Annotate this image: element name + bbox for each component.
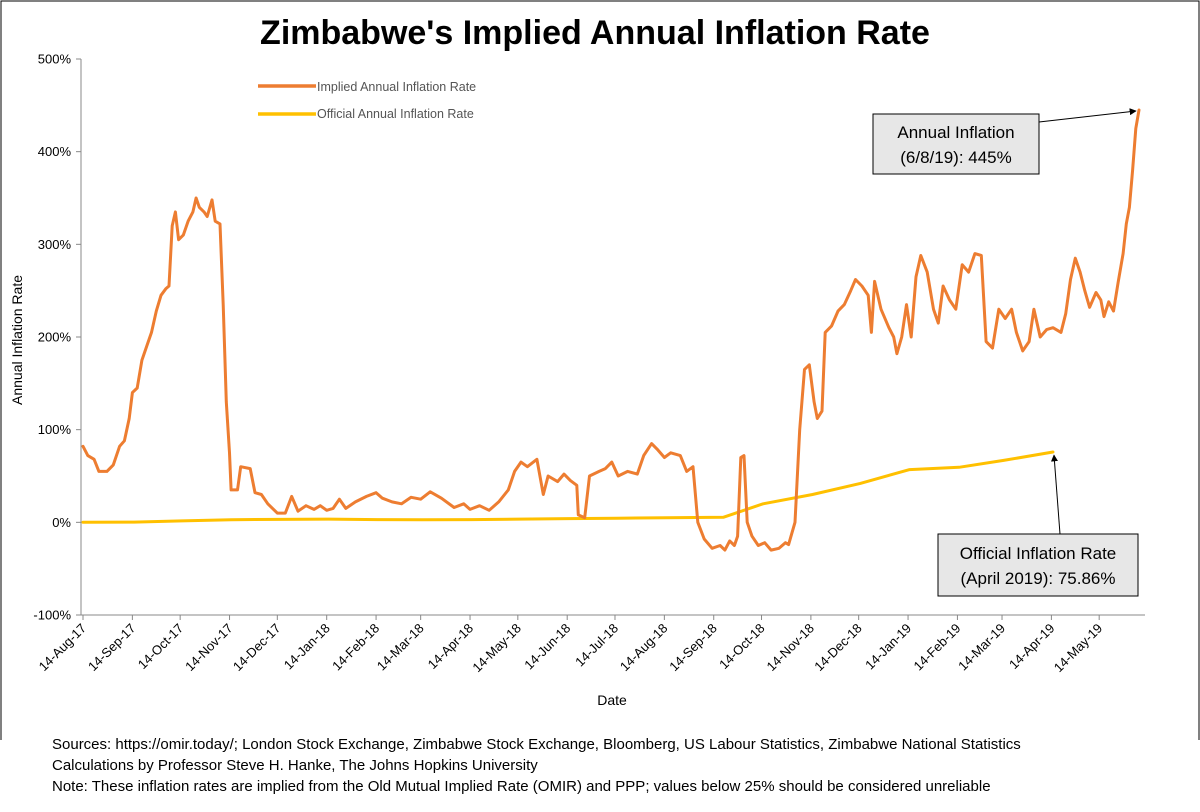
callout-official-inflation: Official Inflation Rate (April 2019): 75… (937, 454, 1139, 597)
x-ticks: 14-Aug-1714-Sep-1714-Oct-1714-Nov-1714-D… (36, 615, 1106, 676)
series-layer (81, 108, 1141, 552)
y-tick-label: -100% (33, 608, 71, 623)
series-line-official (81, 450, 1055, 524)
x-tick-label: 14-Nov-18 (763, 621, 817, 675)
y-tick-label: 300% (38, 237, 72, 252)
chart-title: Zimbabwe's Implied Annual Inflation Rate (260, 14, 930, 52)
callout-official-box (937, 533, 1139, 597)
x-tick-label: 14-Mar-19 (955, 621, 1008, 674)
x-tick-label: 14-Oct-18 (716, 621, 767, 672)
x-tick-label: 14-Jan-19 (862, 621, 914, 673)
y-tick-label: 100% (38, 422, 72, 437)
x-tick-label: 14-Nov-17 (182, 621, 236, 675)
y-axis-title: Annual Inflation Rate (9, 275, 25, 405)
inflation-chart: Zimbabwe's Implied Annual Inflation Rate… (0, 0, 1200, 740)
y-ticks: 500% 400% 300% 200% 100% 0% -100% (33, 52, 81, 623)
x-tick-label: 14-Sep-17 (85, 621, 139, 675)
callout-annual-inflation: Annual Inflation (6/8/19): 445% (872, 108, 1137, 175)
callout-official-line2: (April 2019): 75.86% (961, 569, 1116, 588)
callout-official-arrow (1050, 454, 1061, 535)
x-tick-label: 14-Dec-17 (230, 621, 284, 675)
x-tick-label: 14-Sep-18 (666, 621, 720, 675)
callout-annual-arrow (1038, 108, 1137, 123)
legend-label-implied: Implied Annual Inflation Rate (317, 80, 476, 94)
x-axis-title: Date (597, 692, 627, 708)
callout-annual-box (872, 113, 1040, 175)
x-tick-label: 14-Jan-18 (281, 621, 333, 673)
footnote-sources: Sources: https://omir.today/; London Sto… (52, 736, 1021, 753)
footnote-calculations: Calculations by Professor Steve H. Hanke… (52, 757, 538, 774)
legend-label-official: Official Annual Inflation Rate (317, 107, 474, 121)
x-tick-label: 14-May-18 (469, 621, 524, 676)
y-tick-label: 0% (52, 515, 71, 530)
y-tick-label: 200% (38, 330, 72, 345)
footnote-note: Note: These inflation rates are implied … (52, 778, 991, 795)
chart-frame (0, 0, 1200, 740)
x-tick-label: 14-Feb-19 (911, 621, 964, 674)
callout-official-line1: Official Inflation Rate (960, 544, 1117, 563)
x-tick-label: 14-Aug-18 (617, 621, 671, 675)
x-tick-label: 14-Feb-18 (329, 621, 382, 674)
series-line-implied (81, 108, 1141, 552)
x-tick-label: 14-Aug-17 (36, 621, 90, 675)
x-tick-label: 14-Mar-18 (374, 621, 427, 674)
x-tick-label: 14-Dec-18 (811, 621, 865, 675)
callout-annual-line2: (6/8/19): 445% (900, 148, 1012, 167)
x-tick-label: 14-Jul-18 (572, 621, 621, 670)
x-tick-label: 14-Jun-18 (521, 621, 573, 673)
y-tick-label: 500% (38, 52, 72, 67)
x-tick-label: 14-Oct-17 (135, 621, 186, 672)
y-tick-label: 400% (38, 144, 72, 159)
x-tick-label: 14-May-19 (1051, 621, 1106, 676)
callout-annual-line1: Annual Inflation (897, 123, 1014, 142)
legend: Implied Annual Inflation Rate Official A… (258, 80, 476, 121)
